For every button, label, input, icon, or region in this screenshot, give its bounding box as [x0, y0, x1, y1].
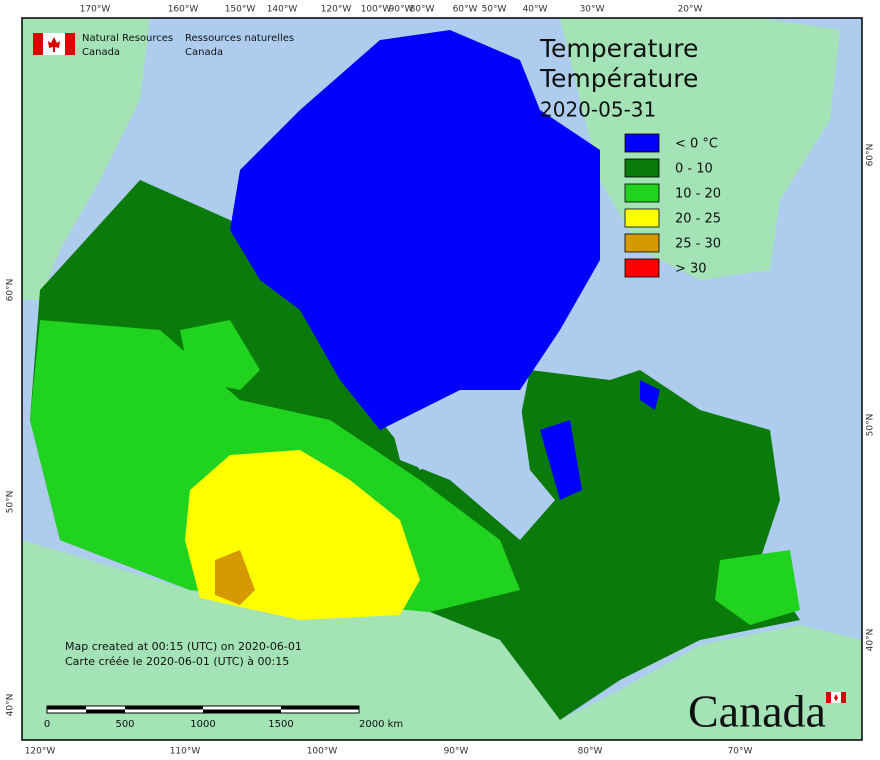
title: Température: [539, 64, 698, 93]
graticule-label: 50°W: [482, 5, 507, 15]
region-25-30: [215, 550, 255, 605]
graticule-label: 50°N: [866, 414, 876, 437]
region-10-20: [180, 320, 260, 390]
scale-label: 1000: [190, 719, 215, 730]
legend-label: < 0 °C: [675, 137, 718, 152]
scale-label: 2000 km: [359, 719, 403, 730]
legend-swatch: [624, 183, 660, 203]
region-10-20: [715, 550, 800, 625]
scale-segment: [47, 706, 86, 710]
logo: [33, 33, 75, 55]
flag-bar: [33, 33, 43, 55]
usa: [22, 540, 862, 740]
legend-swatch: [624, 133, 660, 153]
graticule-label: 70°W: [728, 747, 753, 757]
legend-swatch: [624, 233, 660, 253]
region-below-0: [640, 380, 660, 410]
scale-label: 1500: [268, 719, 293, 730]
legend-label: 10 - 20: [675, 187, 721, 202]
graticule-label: 170°W: [80, 5, 111, 15]
legend-label: 20 - 25: [675, 212, 721, 227]
org-name-fr: Canada: [185, 47, 223, 58]
scale-bar: [46, 705, 360, 714]
graticule-label: 40°N: [866, 629, 876, 652]
graticule-label: 140°W: [267, 5, 298, 15]
graticule-label: 30°W: [580, 5, 605, 15]
title: Temperature: [539, 34, 698, 63]
graticule-label: 50°N: [6, 491, 16, 514]
graticule-label: 60°N: [6, 279, 16, 302]
wordmark: Canada: [688, 686, 826, 737]
legend-swatch: [624, 208, 660, 228]
frame: [21, 17, 863, 741]
graticule-label: 80°W: [578, 747, 603, 757]
org-name-fr: Ressources naturelles: [185, 33, 294, 44]
graticule-label: 100°W: [307, 747, 338, 757]
legend-swatch: [624, 258, 660, 278]
graticule-label: 120°W: [321, 5, 352, 15]
graticule-label: 90°W: [444, 747, 469, 757]
map-area: [21, 17, 863, 741]
graticule-label: 160°W: [168, 5, 199, 15]
legend-label: > 30: [675, 262, 707, 277]
graticule-label: 90°W: [389, 5, 414, 15]
legend-label: 0 - 10: [675, 162, 713, 177]
legend-swatch: [624, 158, 660, 178]
graticule-label: 60°N: [866, 144, 876, 167]
graticule-label: 20°W: [678, 5, 703, 15]
graticule-label: 110°W: [170, 747, 201, 757]
alaska: [22, 18, 150, 300]
legend-label: 25 - 30: [675, 237, 721, 252]
org-name-en: Natural Resources: [82, 33, 173, 44]
flag-bar: [841, 692, 846, 703]
hudson-bay: [390, 370, 555, 540]
scale-label: 0: [44, 719, 50, 730]
graticule-label: 60°W: [453, 5, 478, 15]
flag-bar: [826, 692, 831, 703]
org-name-en: Canada: [82, 47, 120, 58]
graticule-label: 80°W: [410, 5, 435, 15]
scale-segment: [125, 706, 203, 710]
flag-bar: [65, 33, 75, 55]
scale-segment: [86, 709, 125, 713]
graticule-label: 120°W: [25, 747, 56, 757]
map-note: Map created at 00:15 (UTC) on 2020-06-01: [65, 640, 302, 653]
graticule-label: 40°W: [523, 5, 548, 15]
map-note: Carte créée le 2020-06-01 (UTC) à 00:15: [65, 655, 289, 668]
graticule-label: 100°W: [361, 5, 392, 15]
region-below-0: [230, 30, 600, 430]
graticule-label: 40°N: [6, 694, 16, 717]
graticule-label: 150°W: [225, 5, 256, 15]
region-below-0: [540, 420, 582, 500]
scale-segment: [203, 709, 281, 713]
scale-segment: [281, 706, 359, 710]
maple-leaf: [48, 37, 60, 52]
scale-label: 500: [115, 719, 134, 730]
maple-leaf: [834, 694, 838, 701]
wordmark-flag: [826, 692, 846, 703]
date: 2020-05-31: [540, 98, 656, 122]
